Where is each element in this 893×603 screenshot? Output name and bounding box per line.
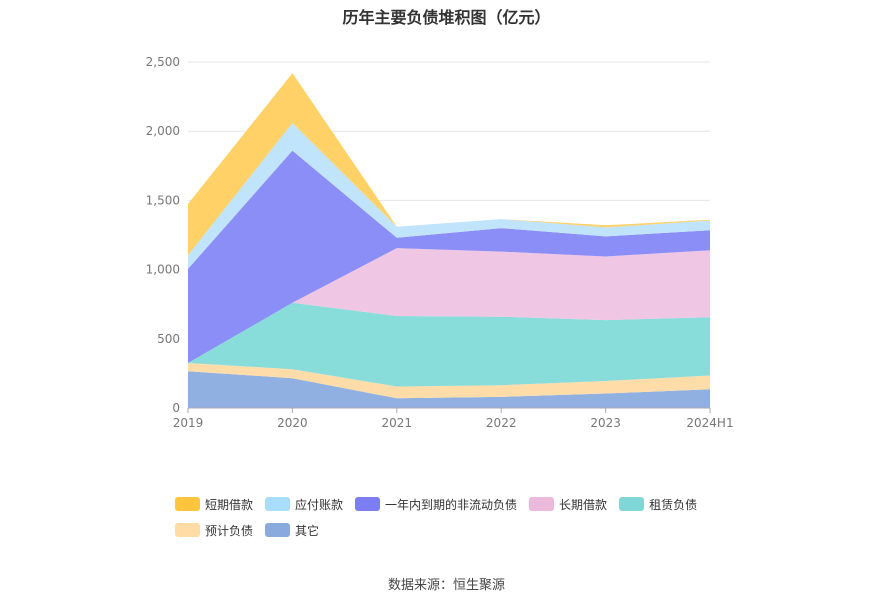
axes: 0 500 1,000 1,500 2,000 2,500 2019 2020 2021 2022… xyxy=(146,55,734,430)
legend-item[interactable]: 一年内到期的非流动负债 xyxy=(355,495,517,513)
legend-label: 租赁负债 xyxy=(649,497,698,512)
area-series-一年内到期的非流动负债[interactable] xyxy=(188,150,710,363)
y-tick-label: 500 xyxy=(157,332,180,346)
area-series-租赁负债[interactable] xyxy=(188,302,710,387)
legend-label: 长期借款 xyxy=(559,497,608,512)
legend-swatch xyxy=(529,497,555,511)
y-tick-label: 1,500 xyxy=(146,193,180,207)
x-tick-label: 2019 xyxy=(173,416,204,430)
y-tick-label: 2,500 xyxy=(146,55,180,69)
legend-item[interactable]: 应付账款 xyxy=(265,495,343,513)
legend-label: 一年内到期的非流动负债 xyxy=(385,497,518,512)
area-series-短期借款[interactable] xyxy=(188,73,710,256)
x-tick-label: 2023 xyxy=(590,416,621,430)
area-series-其它[interactable] xyxy=(188,371,710,408)
chart-title: 历年主要负债堆积图（亿元） xyxy=(342,8,551,27)
area-series-预计负债[interactable] xyxy=(188,363,710,399)
y-tick-label: 2,000 xyxy=(146,124,180,138)
y-tick-label: 0 xyxy=(172,401,180,415)
x-tick-label: 2020 xyxy=(277,416,308,430)
x-tick-label: 2024H1 xyxy=(686,416,733,430)
legend-label: 其它 xyxy=(295,523,320,538)
area-series-长期借款[interactable] xyxy=(188,248,710,363)
legend-item[interactable]: 租赁负债 xyxy=(619,495,697,513)
legend-label: 预计负债 xyxy=(205,523,254,538)
legend-swatch xyxy=(619,497,645,511)
legend-item[interactable]: 其它 xyxy=(265,521,319,539)
legend-label: 短期借款 xyxy=(205,497,254,512)
legend-swatch xyxy=(265,497,291,511)
x-tick-label: 2022 xyxy=(486,416,517,430)
legend-swatch xyxy=(175,523,200,537)
area-series xyxy=(188,73,710,408)
area-series-应付账款[interactable] xyxy=(188,122,710,269)
y-tick-label: 1,000 xyxy=(146,263,180,277)
legend-swatch xyxy=(355,497,381,511)
x-tick-label: 2021 xyxy=(382,416,413,430)
legend-swatch xyxy=(175,497,200,511)
legend-item[interactable]: 长期借款 xyxy=(529,495,607,513)
legend-swatch xyxy=(265,523,291,537)
legend-label: 应付账款 xyxy=(295,497,344,512)
data-source-note: 数据来源：恒生聚源 xyxy=(387,578,505,593)
legend-item[interactable]: 短期借款 xyxy=(175,495,253,513)
legend-item[interactable]: 预计负债 xyxy=(175,521,253,539)
legend: 短期借款 应付账款 一年内到期的非流动负债 长期借款 租赁负债预计负债 其它 xyxy=(175,495,755,547)
